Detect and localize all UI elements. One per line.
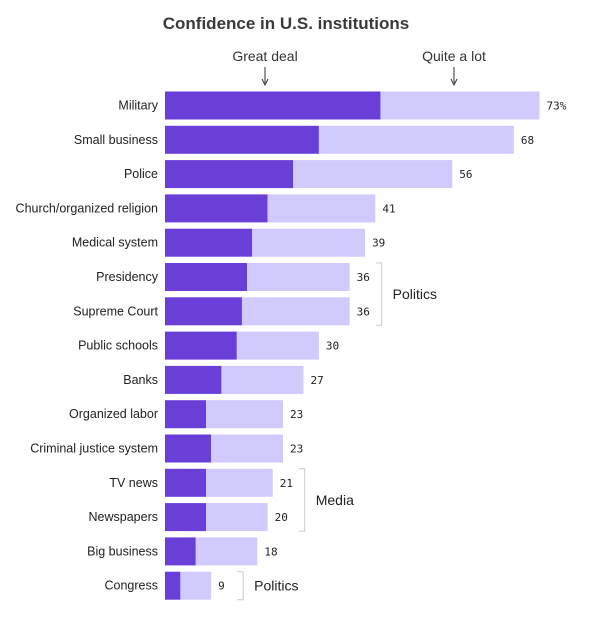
value-label-congress: 9	[218, 580, 225, 593]
legend: Great deal Quite a lot	[232, 48, 486, 87]
category-label-police: Police	[124, 167, 158, 181]
bar-great-deal-presidency	[165, 263, 248, 291]
bar-quite-a-lot-church-organized-religion	[267, 194, 376, 223]
legend-arrow-quite-a-lot	[450, 67, 458, 87]
value-label-police: 56	[459, 168, 472, 181]
bar-quite-a-lot-tv-news	[206, 468, 273, 497]
value-label-medical-system: 39	[372, 237, 385, 250]
bar-quite-a-lot-congress	[180, 571, 212, 600]
value-label-criminal-justice-system: 23	[290, 443, 303, 456]
category-label-congress: Congress	[105, 579, 159, 593]
bar-quite-a-lot-police	[293, 160, 453, 189]
bar-great-deal-organized-labor	[165, 400, 207, 429]
value-label-banks: 27	[311, 374, 324, 387]
bar-quite-a-lot-public-schools	[236, 331, 319, 360]
bar-quite-a-lot-small-business	[318, 125, 514, 154]
group-label-politics-2: Politics	[254, 578, 298, 594]
bar-quite-a-lot-presidency	[247, 263, 350, 291]
value-label-presidency: 36	[357, 271, 370, 284]
bar-great-deal-small-business	[165, 125, 319, 154]
value-label-organized-labor: 23	[290, 408, 303, 421]
value-label-big-business: 18	[264, 545, 277, 558]
group-label-politics-0: Politics	[393, 286, 437, 302]
category-label-banks: Banks	[123, 373, 158, 387]
bar-quite-a-lot-medical-system	[252, 228, 366, 257]
category-label-military: Military	[118, 99, 158, 113]
bar-quite-a-lot-newspapers	[206, 503, 268, 532]
bar-great-deal-church-organized-religion	[165, 194, 268, 223]
bar-great-deal-criminal-justice-system	[165, 434, 212, 463]
value-label-military: 73%	[546, 100, 566, 113]
bar-great-deal-public-schools	[165, 331, 237, 360]
bar-quite-a-lot-big-business	[195, 537, 258, 566]
category-label-medical-system: Medical system	[72, 236, 158, 250]
group-bracket-1	[298, 468, 306, 532]
legend-quite-a-lot: Quite a lot	[422, 48, 486, 64]
bar-great-deal-supreme-court	[165, 297, 242, 326]
bar-great-deal-medical-system	[165, 228, 253, 257]
value-label-tv-news: 21	[280, 477, 293, 490]
bar-great-deal-newspapers	[165, 503, 207, 532]
value-label-newspapers: 20	[275, 511, 288, 524]
value-label-public-schools: 30	[326, 340, 339, 353]
category-label-criminal-justice-system: Criminal justice system	[30, 442, 158, 456]
bar-quite-a-lot-organized-labor	[206, 400, 283, 429]
bar-great-deal-banks	[165, 365, 222, 394]
value-label-church-organized-religion: 41	[382, 202, 395, 215]
category-label-supreme-court: Supreme Court	[73, 304, 158, 318]
bar-quite-a-lot-military	[380, 91, 540, 120]
bar-great-deal-big-business	[165, 537, 196, 566]
bars	[165, 91, 540, 600]
category-label-big-business: Big business	[87, 544, 158, 558]
bar-great-deal-tv-news	[165, 468, 207, 497]
bar-great-deal-military	[165, 91, 381, 120]
value-label-supreme-court: 36	[357, 305, 370, 318]
category-label-presidency: Presidency	[96, 270, 159, 284]
category-label-public-schools: Public schools	[78, 339, 158, 353]
bar-quite-a-lot-criminal-justice-system	[211, 434, 283, 463]
group-bracket-2	[237, 571, 244, 601]
category-label-organized-labor: Organized labor	[69, 407, 158, 421]
group-label-media-1: Media	[316, 492, 354, 508]
group-bracket-0	[375, 262, 383, 326]
bar-quite-a-lot-supreme-court	[241, 297, 350, 326]
value-label-small-business: 68	[521, 134, 534, 147]
group-brackets: Politics Media Politics	[237, 262, 437, 601]
legend-great-deal: Great deal	[232, 48, 297, 64]
chart-title: Confidence in U.S. institutions	[163, 14, 410, 33]
legend-arrow-great-deal	[261, 67, 269, 87]
category-labels: Military Small business Police Church/organ…	[16, 99, 159, 593]
bar-quite-a-lot-banks	[221, 365, 304, 394]
category-label-tv-news: TV news	[109, 476, 158, 490]
category-label-small-business: Small business	[74, 133, 158, 147]
category-label-newspapers: Newspapers	[89, 510, 158, 524]
value-labels: 73% 68 56 41 39 36 36 30 27 23 23 21 20 18 9	[218, 100, 567, 593]
bar-great-deal-police	[165, 160, 294, 189]
category-label-church-organized-religion: Church/organized religion	[16, 201, 158, 215]
bar-great-deal-congress	[165, 571, 181, 600]
